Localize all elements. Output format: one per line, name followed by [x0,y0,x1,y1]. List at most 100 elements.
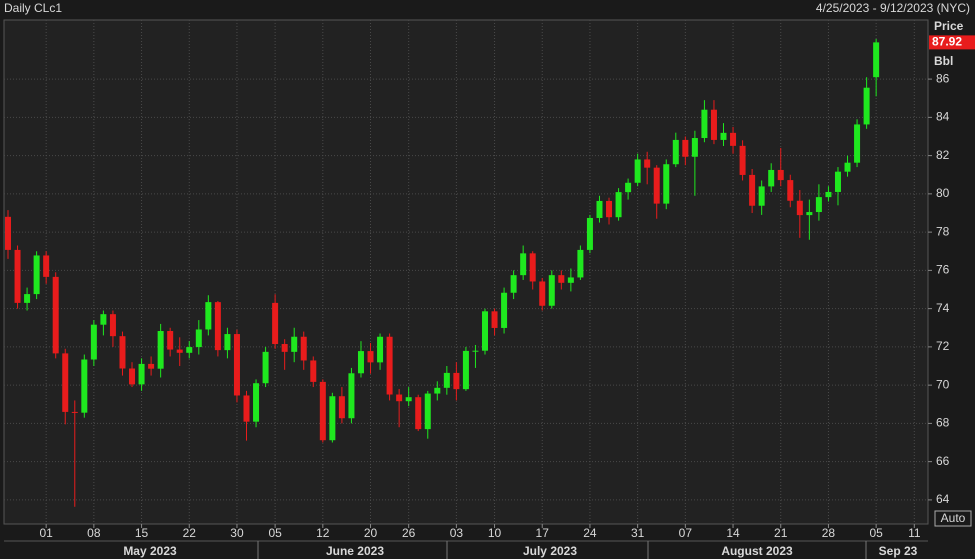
candle-body [176,349,183,353]
x-tick-label: 21 [774,526,788,540]
candle-body [148,363,155,369]
x-tick-label: 22 [183,526,197,540]
auto-button-label[interactable]: Auto [941,511,966,525]
candle-body [863,87,870,125]
candle-body [691,138,698,157]
candle-body [854,124,861,163]
candle-body [81,359,88,413]
candle-body [100,314,107,325]
candle-body [472,350,479,352]
x-tick-label: 31 [631,526,645,540]
candle-body [157,331,164,369]
candle-body [520,253,527,276]
candle-body [873,42,880,78]
candle-body [720,132,727,140]
candle-body [844,162,851,172]
candle-body [558,275,565,283]
x-tick-label: 24 [583,526,597,540]
candle-body [672,139,679,165]
y-tick-label: 68 [936,416,950,430]
candle-body [109,314,116,337]
candle-body [710,109,717,140]
last-price-label: 87.92 [932,35,962,49]
candle-body [606,200,613,218]
candle-body [243,395,250,422]
candle-body [815,197,822,213]
candle-body [348,373,355,419]
candle-body [52,276,59,354]
candle-body [653,167,660,204]
candle-body [834,171,841,192]
candle-body [253,383,260,422]
candle-body [367,351,374,363]
candle-body [62,353,69,412]
candle-body [453,372,460,390]
y-tick-label: 74 [936,301,950,315]
candle-body [806,212,813,216]
candle-body [14,249,21,303]
x-tick-label: 17 [536,526,550,540]
month-label: July 2023 [523,544,577,558]
candle-body [214,302,221,351]
x-tick-label: 07 [679,526,693,540]
candle-body [825,191,832,198]
plot-area [3,19,929,525]
candle-body [510,275,517,293]
y-axis-unit: Bbl [934,54,953,68]
candle-body [329,396,336,441]
x-tick-label: 14 [726,526,740,540]
candle-body [233,334,240,396]
auto-button-frame[interactable] [934,510,972,527]
candle-body [43,255,50,277]
candle-body [491,311,498,328]
candle-body [529,253,536,282]
candle-body [777,169,784,181]
auto-button[interactable]: Auto [934,510,972,527]
candle-body [386,336,393,395]
y-axis-title: Price [934,19,964,33]
candle-body [758,186,765,206]
x-tick-label: 08 [87,526,101,540]
y-tick-label: 72 [936,339,950,353]
candle-body [663,164,670,204]
candle-body [739,145,746,175]
candle-body [33,255,40,295]
y-tick-label: 84 [936,110,950,124]
x-tick-label: 03 [450,526,464,540]
candle-body [596,200,603,218]
candle-body [186,347,193,353]
candle-body [205,302,212,330]
x-tick-label: 15 [135,526,149,540]
x-tick-label: 28 [822,526,836,540]
candle-body [338,396,345,419]
candle-body [644,159,651,168]
candle-body [262,351,269,384]
candle-body [272,302,279,345]
candle-body [501,292,508,328]
candle-body [281,344,288,352]
candle-body [5,216,11,250]
y-tick-label: 64 [936,492,950,506]
x-tick-label: 30 [230,526,244,540]
candle-body [300,336,307,361]
candle-body [396,394,403,402]
x-tick-label: 12 [316,526,330,540]
candle-body [119,336,126,369]
date-range: 4/25/2023 - 9/12/2023 (NYC) [816,1,970,15]
candle-body [730,132,737,146]
y-tick-label: 70 [936,377,950,391]
candle-body [634,159,641,183]
candle-body [357,351,364,374]
candle-body [90,324,97,360]
candle-body [434,387,441,394]
candle-body [787,180,794,201]
x-tick-label: 10 [488,526,502,540]
y-tick-label: 78 [936,224,950,238]
month-label: Sep 23 [879,544,918,558]
candle-body [24,294,31,303]
candle-body [71,411,78,413]
candle-body [129,368,136,385]
candle-body [195,329,202,348]
last-price-box [929,35,975,50]
